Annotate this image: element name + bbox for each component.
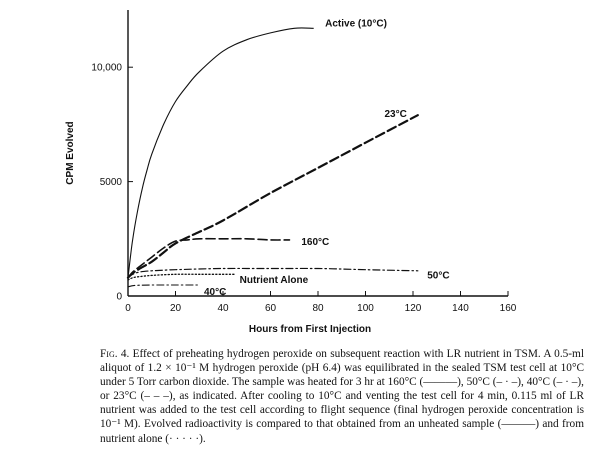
curve-labels: Active (10°C) 23°C 160°C 50°C Nutrient Alone… [204, 19, 450, 298]
series-line-23-c [126, 114, 419, 279]
chart: 0 20 40 60 80 100 120 140 160 0 5000 10,000 Hours fr… [65, 10, 517, 335]
x-tick-label: 120 [405, 303, 422, 314]
figure-label: Fig. 4. [100, 348, 130, 360]
y-axis-title: CPM Evolved [65, 121, 76, 184]
x-tick-label: 160 [500, 303, 517, 314]
series-line-50-c [127, 267, 419, 279]
caption-text: Effect of preheating hydrogen peroxide o… [100, 348, 584, 445]
y-tick-label: 0 [116, 292, 122, 303]
x-axis-title: Hours from First Injection [249, 324, 371, 335]
y-tick-label: 5000 [100, 177, 123, 188]
curves [126, 27, 419, 288]
x-tick-label: 140 [452, 303, 469, 314]
figure-caption: Fig. 4. Effect of preheating hydrogen pe… [100, 347, 584, 446]
series-line-40-c [127, 284, 200, 288]
axes: 0 20 40 60 80 100 120 140 160 0 5000 10,000 Hours fr… [65, 10, 517, 335]
series-label-nutrient-alone: Nutrient Alone [240, 275, 309, 286]
y-tick-label: 10,000 [91, 63, 122, 74]
series-label-23-c: 23°C [385, 109, 407, 120]
x-tick-label: 60 [265, 303, 277, 314]
x-tick-label: 20 [170, 303, 182, 314]
x-tick-label: 100 [357, 303, 374, 314]
series-label-160-c: 160°C [301, 237, 329, 248]
x-tick-label: 80 [312, 303, 324, 314]
series-label-40-c: 40°C [204, 287, 226, 298]
x-tick-label: 0 [125, 303, 131, 314]
series-line-nutrient-alone [127, 273, 236, 281]
series-line-160-c [127, 237, 291, 279]
series-line-active-10-c [127, 27, 314, 279]
series-label-50-c: 50°C [427, 270, 449, 281]
series-label-active-10-c: Active (10°C) [325, 19, 387, 30]
x-tick-label: 40 [217, 303, 229, 314]
